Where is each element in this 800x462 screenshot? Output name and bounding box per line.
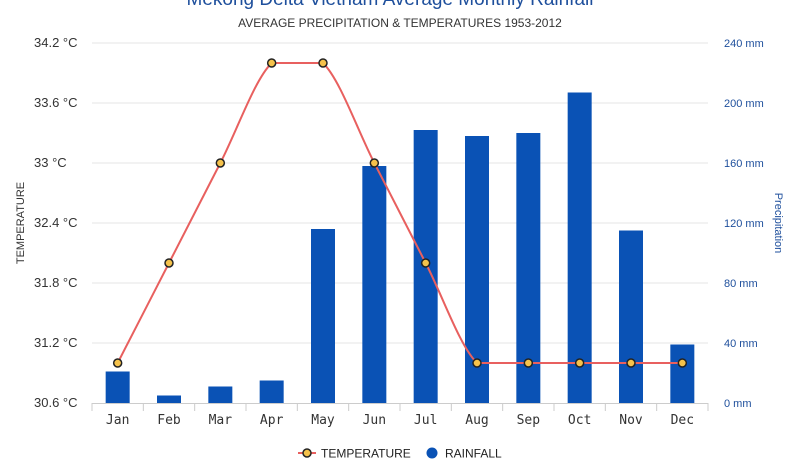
rainfall-bar[interactable] [105, 371, 130, 404]
temperature-point[interactable] [266, 58, 277, 68]
temperature-point[interactable] [420, 258, 431, 268]
temperature-point[interactable] [626, 358, 636, 368]
rainfall-bars [105, 92, 695, 404]
temperature-line-group [112, 58, 688, 368]
grid [92, 42, 708, 344]
legend-item-rainfall[interactable]: RAINFALL [426, 447, 503, 461]
legend-rainfall-marker [426, 447, 438, 459]
rainfall-bar[interactable] [259, 380, 284, 404]
temperature-point[interactable] [677, 358, 688, 368]
y-axis-left-title: TEMPERATURE [15, 182, 27, 264]
chart-title: Mekong Delta Vietnam Average Monthly Rai… [187, 0, 594, 10]
temperature-point[interactable] [215, 158, 226, 168]
rainfall-bar[interactable] [157, 395, 181, 404]
rainfall-bar[interactable] [362, 166, 387, 403]
x-tick-label: Sep [517, 413, 541, 428]
legend-temperature-marker [302, 448, 312, 458]
x-tick-label: Nov [619, 413, 643, 428]
legend-temperature-label: TEMPERATURE [321, 447, 411, 461]
legend: TEMPERATURE RAINFALL [298, 447, 502, 461]
axes: 30.6 °C 0 mm 31.2 °C 40 mm 31.8 °C 80 mm 32.4 … [34, 35, 764, 428]
rainfall-bar[interactable] [670, 344, 695, 404]
x-tick-label: Jul [414, 413, 437, 428]
x-tick-label: Oct [568, 413, 591, 428]
x-tick-label: Apr [260, 413, 284, 428]
temperature-point[interactable] [318, 58, 328, 68]
rainfall-bar[interactable] [516, 133, 541, 403]
y-tick-right: 80 mm [724, 278, 758, 290]
temperature-point[interactable] [369, 158, 380, 168]
temperature-point[interactable] [112, 358, 123, 368]
temperature-point[interactable] [164, 258, 174, 268]
x-tick-label: Feb [157, 413, 181, 428]
temperature-point[interactable] [472, 358, 482, 368]
rainfall-bar[interactable] [311, 229, 335, 403]
y-tick-left: 34.2 °C [34, 35, 78, 50]
rainfall-bar[interactable] [567, 92, 592, 404]
rainfall-bar[interactable] [619, 230, 643, 404]
y-tick-right: 160 mm [724, 158, 764, 170]
x-tick-label: Dec [671, 413, 694, 428]
y-axis-right-title: Precipitation [772, 193, 784, 254]
y-tick-left: 30.6 °C [34, 395, 78, 410]
temperature-line [116, 62, 683, 365]
y-tick-left: 33 °C [34, 155, 67, 170]
legend-item-temperature[interactable]: TEMPERATURE [298, 447, 411, 461]
x-tick-label: Jun [363, 413, 386, 428]
y-tick-left: 31.8 °C [34, 275, 78, 290]
y-tick-right: 200 mm [724, 98, 764, 110]
y-tick-left: 33.6 °C [34, 95, 78, 110]
x-tick-label: Aug [465, 413, 488, 428]
rainfall-bar[interactable] [208, 386, 233, 404]
temperature-point[interactable] [574, 358, 585, 368]
y-tick-right: 40 mm [724, 338, 758, 350]
y-tick-left: 31.2 °C [34, 335, 78, 350]
temperature-point[interactable] [523, 358, 534, 368]
y-tick-right: 0 mm [724, 398, 752, 410]
chart-subtitle: AVERAGE PRECIPITATION & TEMPERATURES 195… [238, 16, 562, 30]
y-tick-right: 120 mm [724, 218, 764, 230]
x-tick-label: Mar [209, 413, 233, 428]
legend-rainfall-label: RAINFALL [445, 447, 502, 461]
x-tick-label: May [311, 413, 335, 428]
y-tick-left: 32.4 °C [34, 215, 78, 230]
y-tick-right: 240 mm [724, 38, 764, 50]
x-tick-label: Jan [106, 413, 129, 428]
